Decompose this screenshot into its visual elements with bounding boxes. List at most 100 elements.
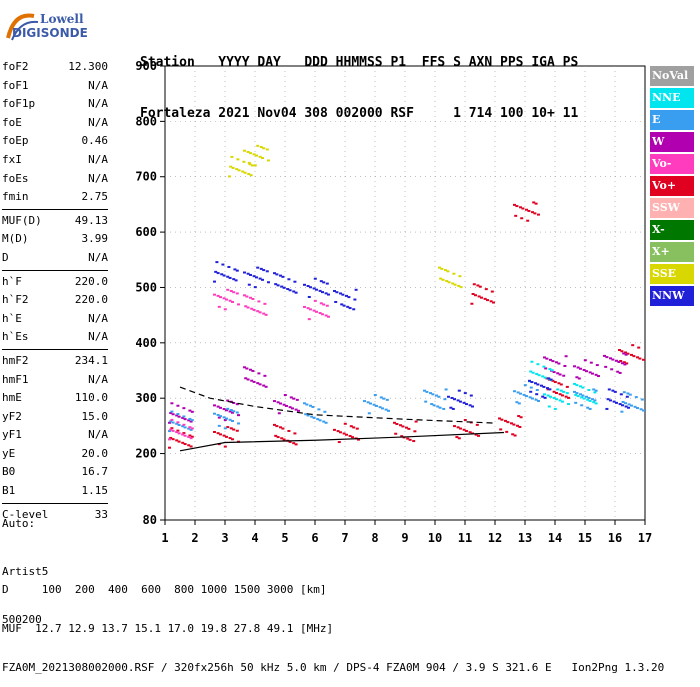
echo-point-sse [253,164,257,167]
param-value: N/A [88,250,108,264]
echo-point-vo [190,435,194,438]
echo-point-nne [582,397,586,400]
echo-point-nnw [215,261,219,264]
x-tick-label: 13 [518,531,532,545]
echo-point-e [170,410,174,413]
x-tick-label: 2 [191,531,198,545]
echo-point-w [555,361,558,364]
echo-point-w [223,419,227,422]
echo-point-vo [519,206,522,209]
echo-point-vo [474,433,478,436]
y-tick-label: 300 [135,391,157,405]
echo-point-e [318,419,322,422]
extrapolated-profile-line [179,386,496,424]
echo-point-e [182,415,186,418]
echo-point-nnw [324,292,328,295]
echo-point-nnw [243,271,246,274]
x-tick-label: 8 [371,531,378,545]
echo-point-nne [558,399,562,402]
echo-point-e [429,392,432,395]
echo-point-e [216,413,220,416]
echo-point-vo [170,418,174,421]
x-tick-label: 4 [251,531,258,545]
echo-point-nnw [258,277,262,280]
echo-point-sse [457,284,461,287]
echo-point-w [545,357,549,360]
echo-point-vo [558,393,562,396]
echo-point-vo [625,362,629,365]
echo-point-nnw [345,294,348,297]
echo-point-e [373,393,377,396]
x-tick-label: 10 [428,531,442,545]
param-name: foF1p [2,97,36,111]
echo-point-w [551,360,555,363]
echo-point-vo [513,203,516,206]
echo-point-nnw [235,269,239,272]
echo-point-vo [235,292,239,295]
echo-point-vo [505,430,509,433]
echo-point-nne [559,389,563,392]
echo-point-nnw [607,388,611,391]
param-value: 3.99 [81,232,109,246]
echo-point-nne [587,389,591,392]
echo-point-e [229,409,233,412]
echo-point-e [528,396,532,399]
echo-point-e [436,405,440,408]
echo-point-nnw [618,403,622,406]
echo-point-vo [275,425,279,428]
echo-point-e [525,395,528,398]
param-value: 234.1 [74,353,108,367]
artist-version: Artist5 [2,565,49,578]
echo-point-sse [447,281,451,284]
echo-point-vo [217,305,221,308]
param-value: N/A [88,115,108,129]
x-tick-label: 15 [578,531,592,545]
echo-point-vo [565,385,569,388]
echo-point-vo [455,436,459,439]
echo-point-e [531,397,534,400]
echo-point-nne [573,382,576,385]
param-row: foF2 12.300 [2,58,108,77]
echo-point-nnw [255,276,258,279]
echo-point-w [595,364,599,367]
polarization-legend: NoVal NNE E W Vo- Vo+ SSW X- X+ SSE NNW [650,66,694,308]
echo-point-vo [181,433,185,436]
echo-point-e [317,408,321,411]
echo-point-nnw [457,389,461,392]
echo-point-nnw [613,390,617,393]
echo-point-vo [222,434,226,437]
echo-point-e [630,404,633,407]
y-tick-label: 900 [135,59,157,73]
echo-point-e [592,388,596,391]
echo-point-nnw [468,404,472,407]
logo-line2: DIGISONDE [12,26,88,40]
echo-point-nnw [334,300,338,303]
echo-point-vo [567,396,570,399]
echo-point-vo [512,423,516,426]
echo-point-vo [176,421,180,424]
echo-point-vo [515,205,519,208]
param-value: 2.75 [81,190,109,204]
echo-point-vo [251,297,255,300]
echo-point-vo [520,217,524,220]
echo-point-w [251,369,255,372]
echo-point-nnw [267,281,270,284]
echo-point-w [611,358,615,361]
echo-point-vo [216,294,220,297]
echo-point-nnw [465,403,468,406]
param-row: fxI N/A [2,151,108,170]
echo-point-e [587,396,591,399]
echo-point-nne [574,393,578,396]
echo-point-nne [594,402,598,405]
echo-point-w [623,363,627,366]
echo-point-nnw [471,405,474,408]
echo-point-vo [189,437,193,440]
echo-point-e [387,409,390,412]
echo-point-nnw [342,304,346,307]
echo-point-e [588,407,592,410]
echo-point-sse [458,275,462,278]
echo-point-vo [630,353,633,356]
echo-point-vo [459,427,462,430]
echo-point-vo [534,202,538,205]
echo-point-vo [533,212,537,215]
